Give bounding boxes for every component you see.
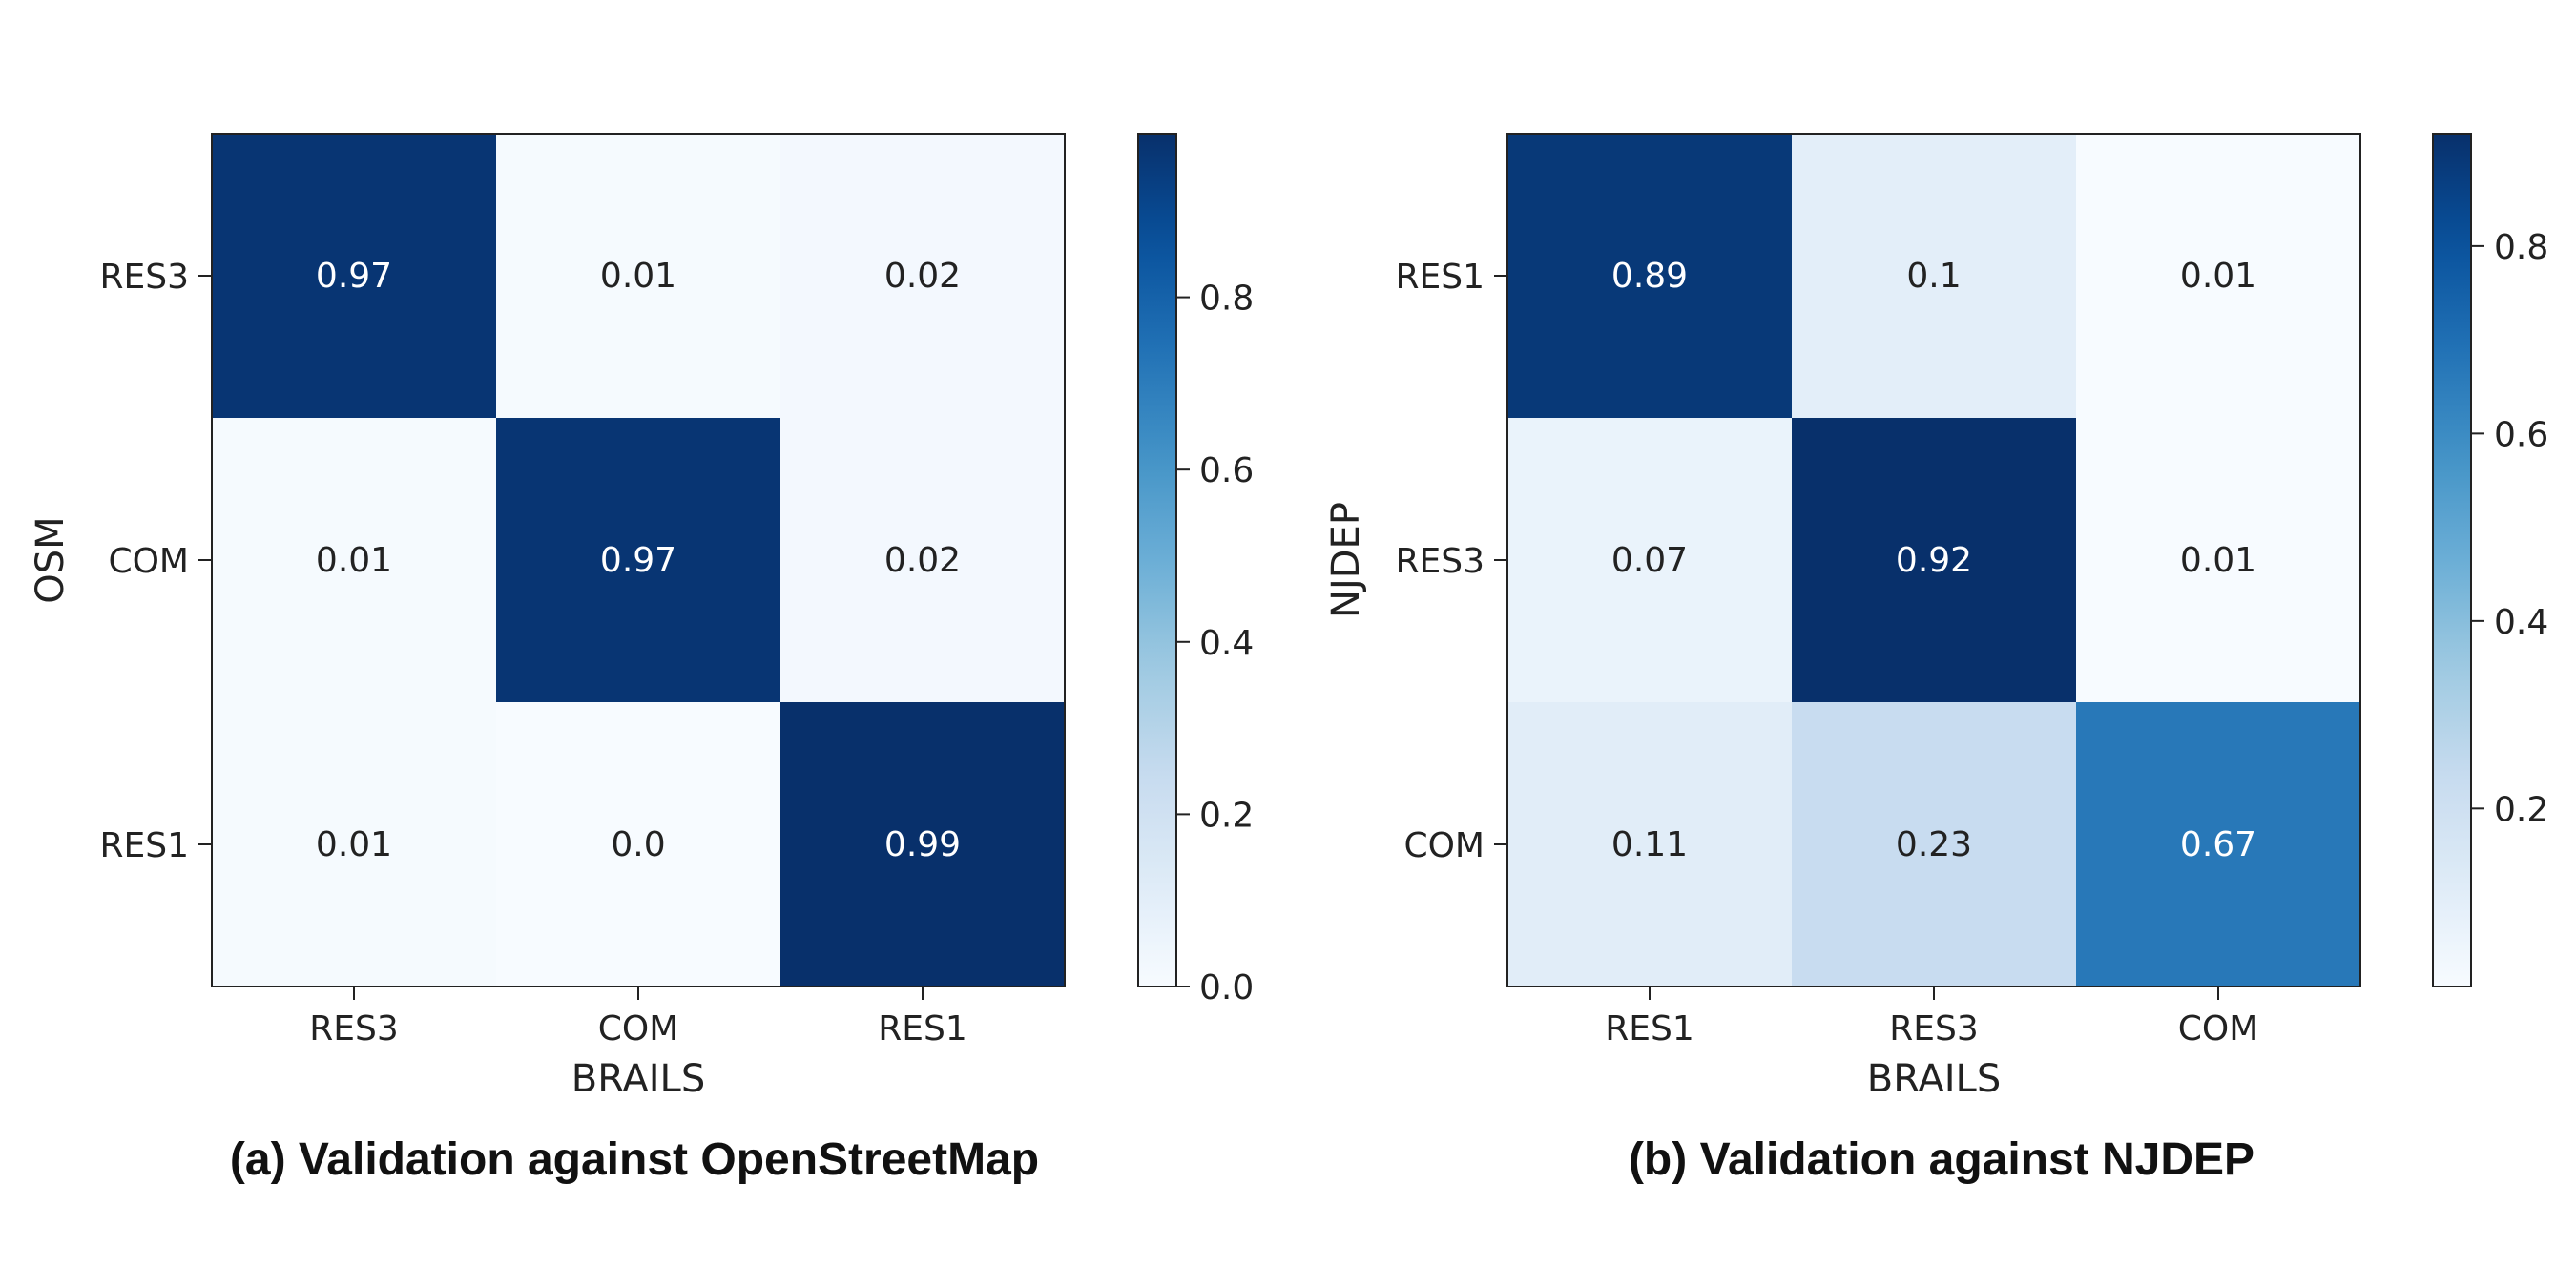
y-tick-label: RES3 xyxy=(99,258,189,297)
x-tick-label: RES3 xyxy=(1889,1009,1979,1049)
heatmap-cell xyxy=(2076,134,2360,418)
cell-value-label: 0.67 xyxy=(2180,825,2256,864)
colorbar-tick-label: 0.6 xyxy=(1199,451,1254,490)
cell-value-label: 0.23 xyxy=(1896,825,1972,864)
cell-value-label: 0.01 xyxy=(316,825,392,864)
cell-value-label: 0.0 xyxy=(611,825,665,864)
x-axis-label: BRAILS xyxy=(1867,1057,2001,1101)
heatmap-cell xyxy=(212,702,496,987)
heatmap-cell xyxy=(212,418,496,702)
cell-value-label: 0.01 xyxy=(2180,257,2256,296)
cell-value-label: 0.07 xyxy=(1611,541,1688,580)
cell-value-label: 0.89 xyxy=(1611,257,1688,296)
heatmap-cell xyxy=(780,702,1065,987)
cell-value-label: 0.92 xyxy=(1896,541,1972,580)
x-tick-label: RES3 xyxy=(309,1009,399,1049)
cell-value-label: 0.01 xyxy=(316,541,392,580)
heatmap-cell xyxy=(1507,702,1792,987)
cell-value-label: 0.97 xyxy=(600,541,676,580)
heatmap-cell xyxy=(496,702,780,987)
heatmap-cell xyxy=(1507,134,1792,418)
colorbar-tick-label: 0.2 xyxy=(1199,796,1254,835)
colorbar-tick-label: 0.0 xyxy=(1199,968,1254,1008)
colorbar-tick-label: 0.4 xyxy=(2494,603,2548,642)
heatmap-cell xyxy=(1792,134,2076,418)
heatmap-cell xyxy=(496,134,780,418)
heatmap-cell xyxy=(1507,418,1792,702)
cell-value-label: 0.99 xyxy=(884,825,961,864)
colorbar-tick-label: 0.6 xyxy=(2494,415,2548,454)
y-tick-label: COM xyxy=(108,542,189,581)
heatmap-panel-1: 0.89 0.1 0.01 0.07 0.92 0.01 0.11 0.23 0.67 RES1 R… xyxy=(1324,133,2548,1101)
cell-value-label: 0.01 xyxy=(2180,541,2256,580)
x-axis-label: BRAILS xyxy=(571,1057,705,1101)
caption-a: (a) Validation against OpenStreetMap xyxy=(229,1134,1040,1185)
x-tick-label: RES1 xyxy=(1605,1009,1694,1049)
caption-b: (b) Validation against NJDEP xyxy=(1628,1134,2255,1185)
x-tick-label: RES1 xyxy=(878,1009,967,1049)
heatmap-cell xyxy=(1792,702,2076,987)
colorbar-tick-label: 0.2 xyxy=(2494,790,2548,829)
heatmap-cell xyxy=(2076,418,2360,702)
cell-value-label: 0.02 xyxy=(884,541,961,580)
heatmap-cell xyxy=(212,134,496,418)
colorbar-tick-label: 0.8 xyxy=(2494,228,2548,267)
y-tick-label: RES1 xyxy=(1395,258,1485,297)
x-tick-label: COM xyxy=(2178,1009,2259,1049)
heatmap-panel-0: 0.97 0.01 0.02 0.01 0.97 0.02 0.01 0.0 0.99 RES3 C… xyxy=(29,133,1254,1101)
cell-value-label: 0.02 xyxy=(884,257,961,296)
cell-value-label: 0.1 xyxy=(1906,257,1961,296)
cell-value-label: 0.01 xyxy=(600,257,676,296)
cell-value-label: 0.97 xyxy=(316,257,392,296)
y-tick-label: COM xyxy=(1403,826,1485,865)
heatmap-cell xyxy=(2076,702,2360,987)
x-tick-label: COM xyxy=(598,1009,679,1049)
colorbar-tick-label: 0.4 xyxy=(1199,624,1254,663)
colorbar xyxy=(2432,133,2472,987)
colorbar-tick-label: 0.8 xyxy=(1199,280,1254,319)
heatmap-cell xyxy=(780,134,1065,418)
y-tick-label: RES1 xyxy=(99,826,189,865)
y-axis-label: NJDEP xyxy=(1324,502,1368,618)
colorbar xyxy=(1137,133,1177,987)
cell-value-label: 0.11 xyxy=(1611,825,1688,864)
heatmap-cell xyxy=(496,418,780,702)
heatmap-cell xyxy=(780,418,1065,702)
y-axis-label: OSM xyxy=(29,516,73,603)
heatmap-cell xyxy=(1792,418,2076,702)
y-tick-label: RES3 xyxy=(1395,542,1485,581)
